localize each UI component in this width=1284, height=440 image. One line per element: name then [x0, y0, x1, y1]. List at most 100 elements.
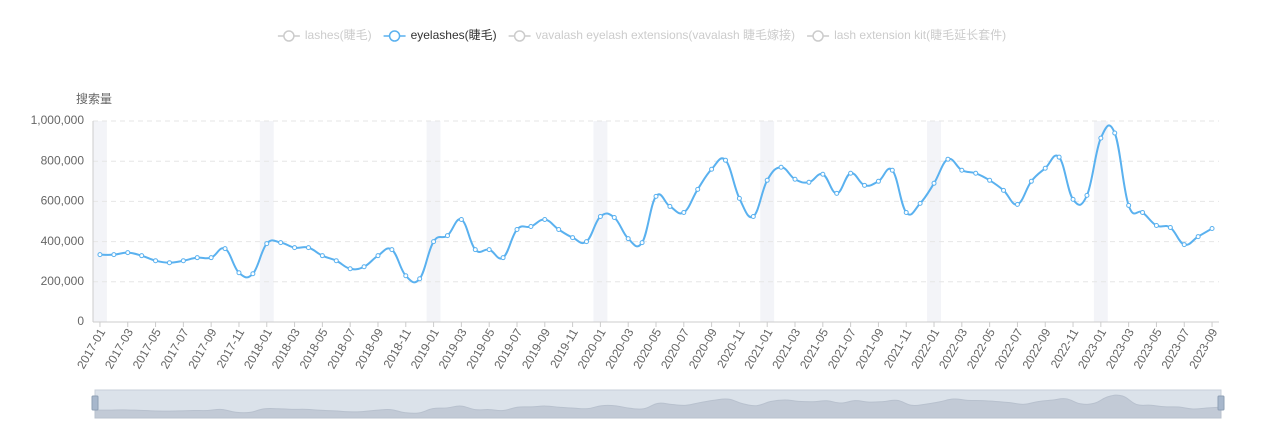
data-point [1167, 225, 1173, 231]
data-point [667, 203, 673, 209]
data-point [1056, 154, 1062, 160]
data-point [973, 170, 979, 176]
data-point [403, 273, 409, 279]
data-point [153, 258, 159, 264]
legend-item[interactable]: lash extension kit(睫毛延长套件) [807, 28, 1006, 42]
data-point [1209, 226, 1215, 232]
legend: lashes(睫毛) eyelashes(睫毛) vavalash eyelash … [277, 27, 1006, 42]
data-point [292, 245, 298, 251]
data-point [681, 209, 687, 215]
data-point [305, 245, 311, 251]
data-point [347, 266, 353, 272]
data-point [236, 270, 242, 276]
legend-icon [812, 30, 824, 42]
legend-label: lashes(睫毛) [305, 28, 372, 42]
legend-label: eyelashes(睫毛) [411, 28, 497, 42]
data-point [695, 186, 701, 192]
data-point [514, 227, 520, 233]
y-axis-label: 搜索量 [76, 91, 112, 106]
data-point [736, 195, 742, 201]
y-tick-label: 0 [77, 314, 84, 328]
data-point [611, 214, 617, 220]
data-point [931, 180, 937, 186]
data-point [417, 276, 423, 282]
data-point [194, 255, 200, 261]
zoom-preview [94, 394, 1222, 419]
data-point [97, 252, 103, 258]
legend-item[interactable]: vavalash eyelash extensions(vavalash 睫毛嫁… [508, 27, 795, 42]
legend-item[interactable]: eyelashes(睫毛) [383, 28, 497, 42]
data-point [723, 157, 729, 163]
data-point [472, 247, 478, 253]
data-point [389, 247, 395, 253]
data-point [500, 255, 506, 261]
data-point [375, 253, 381, 259]
period-band [927, 121, 941, 322]
legend-label: vavalash eyelash extensions(vavalash 睫毛嫁… [536, 27, 795, 42]
data-point [750, 213, 756, 219]
data-point [264, 241, 270, 247]
legend-label: lash extension kit(睫毛延长套件) [834, 28, 1006, 42]
data-point [222, 246, 228, 252]
data-point [987, 177, 993, 183]
data-point [1084, 192, 1090, 198]
data-point [166, 260, 172, 266]
data-point [875, 178, 881, 184]
y-tick-label: 1,000,000 [31, 113, 85, 127]
legend-item[interactable]: lashes(睫毛) [277, 28, 372, 42]
data-point [834, 190, 840, 196]
data-point [1126, 202, 1132, 208]
data-point [125, 250, 131, 256]
data-point [431, 239, 437, 245]
data-point [583, 239, 589, 245]
data-point [542, 216, 548, 222]
data-point [917, 200, 923, 206]
data-point [820, 171, 826, 177]
data-point [361, 264, 367, 270]
y-tick-label: 200,000 [41, 274, 85, 288]
data-point [208, 255, 214, 261]
legend-icon [283, 30, 295, 42]
data-point [556, 227, 562, 233]
data-point [848, 170, 854, 176]
data-point [945, 156, 951, 162]
data-point [570, 235, 576, 241]
data-point [639, 240, 645, 246]
y-tick-label: 800,000 [41, 153, 85, 167]
data-point [1140, 209, 1146, 215]
zoom-handle [1217, 395, 1225, 411]
data-point [1195, 234, 1201, 240]
data-point [333, 258, 339, 264]
data-point [806, 179, 812, 185]
period-band [760, 121, 775, 322]
data-point [653, 193, 659, 199]
zoom-handle [91, 395, 99, 411]
data-point [1042, 165, 1048, 171]
data-point [139, 253, 145, 259]
data-point [1153, 223, 1159, 229]
legend-icon [388, 30, 401, 42]
data-point [778, 164, 784, 170]
data-point [625, 236, 631, 242]
period-band [593, 121, 608, 322]
data-point [1112, 130, 1118, 136]
y-tick-label: 400,000 [41, 234, 85, 248]
data-point [180, 258, 186, 264]
data-point [709, 166, 715, 172]
data-point [597, 213, 603, 219]
period-band [1093, 121, 1108, 322]
data-point [903, 209, 909, 215]
data-point [792, 176, 798, 182]
y-tick-label: 600,000 [41, 194, 85, 208]
data-point [111, 252, 117, 258]
period-band [259, 121, 274, 322]
data-point [1001, 187, 1007, 193]
data-point [1014, 201, 1020, 207]
data-point [444, 233, 450, 239]
data-point [1028, 178, 1034, 184]
data-point [764, 177, 770, 183]
data-point [319, 253, 325, 259]
data-point [486, 247, 492, 253]
data-point [862, 182, 868, 188]
